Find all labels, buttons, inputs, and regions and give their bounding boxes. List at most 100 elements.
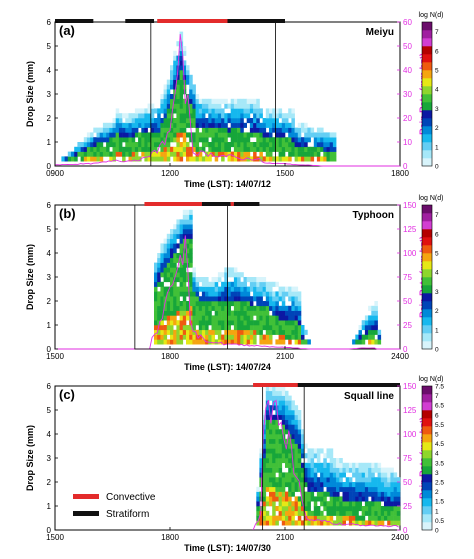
heatmap-cell [233,286,238,292]
heatmap-cell [131,142,136,148]
heatmap-cell [201,329,206,335]
heatmap-cell [230,320,235,326]
heatmap-cell [109,127,113,133]
heatmap-cell [281,496,286,502]
heatmap-cell [160,253,164,259]
heatmap-cell [246,142,251,148]
heatmap-cell [179,70,184,76]
heatmap-cell [371,305,375,311]
heatmap-cell [256,325,260,331]
heatmap-cell [214,281,219,287]
heatmap-cell [205,156,209,162]
heatmap-cell [316,515,321,521]
heatmap-cell [320,510,324,516]
heatmap-cell [377,329,382,335]
heatmap-cell [345,491,350,497]
heatmap-cell [208,103,212,109]
heatmap-cell [208,291,212,297]
y2-tick-label: 75 [403,273,412,282]
heatmap-cell [186,229,190,235]
heatmap-cell [170,84,174,90]
heatmap-cell [288,329,292,335]
heatmap-cell [262,277,267,283]
heatmap-cell [269,127,273,133]
heatmap-cell [163,132,168,138]
colorbar-segment [422,261,432,270]
heatmap-cell [147,156,152,162]
heatmap-cell [396,501,401,507]
heatmap-cell [307,472,311,478]
heatmap-cell [186,257,190,263]
heatmap-cell [173,60,177,66]
heatmap-cell [374,325,378,331]
heatmap-cell [332,467,337,473]
heatmap-cell [227,132,231,138]
heatmap-cell [240,132,244,138]
heatmap-cell [170,267,174,273]
heatmap-cell [163,248,168,254]
heatmap-cell [221,146,225,152]
heatmap-cell [339,477,343,483]
heatmap-cell [192,146,196,152]
heatmap-cell [198,339,203,345]
heatmap-cell [364,472,369,478]
heatmap-cell [157,301,161,307]
heatmap-cell [377,496,382,502]
heatmap-cell [154,281,158,287]
heatmap-cell [170,229,174,235]
heatmap-cell [396,482,401,488]
heatmap-cell [342,520,346,526]
heatmap-cell [265,151,270,157]
heatmap-cell [134,142,139,148]
heatmap-cell [269,156,273,162]
panel-a-colorbar-title: log N(d) [419,12,444,19]
heatmap-cell [371,329,375,335]
heatmap-cell [230,132,235,138]
heatmap-cell [288,315,292,321]
heatmap-cell [272,515,276,521]
heatmap-cell [166,127,171,133]
heatmap-cell [208,315,212,321]
heatmap-cell [214,151,219,157]
heatmap-cell [316,146,321,152]
heatmap-cell [201,286,206,292]
heatmap-cell [144,137,148,143]
heatmap-cell [358,491,362,497]
heatmap-cell [176,127,180,133]
heatmap-cell [217,320,222,326]
heatmap-cell [272,400,276,406]
heatmap-cell [179,79,184,85]
heatmap-cell [285,156,289,162]
heatmap-cell [176,113,180,119]
heatmap-cell [329,462,334,468]
y-tick-label: 5 [47,225,52,234]
heatmap-cell [294,315,299,321]
heatmap-cell [269,467,273,473]
heatmap-cell [246,146,251,152]
heatmap-cell [364,486,369,492]
heatmap-cell [297,438,302,444]
heatmap-cell [259,156,263,162]
heatmap-cell [345,462,350,468]
heatmap-cell [208,118,212,124]
heatmap-cell [297,477,302,483]
colorbar-segment [422,506,432,515]
heatmap-cell [224,272,228,278]
heatmap-cell [307,501,311,507]
heatmap-cell [189,214,193,220]
heatmap-cell [301,434,305,440]
heatmap-cell [144,146,148,152]
heatmap-cell [176,41,180,47]
heatmap-cell [294,486,299,492]
heatmap-cell [246,98,251,104]
heatmap-cell [387,472,391,478]
y-tick-label: 0 [47,162,52,171]
heatmap-cell [262,501,267,507]
heatmap-cell [192,142,196,148]
heatmap-cell [326,515,330,521]
heatmap-cell [301,146,305,152]
heatmap-cell [201,320,206,326]
heatmap-cell [138,118,142,124]
heatmap-cell [217,103,222,109]
heatmap-cell [256,277,260,283]
